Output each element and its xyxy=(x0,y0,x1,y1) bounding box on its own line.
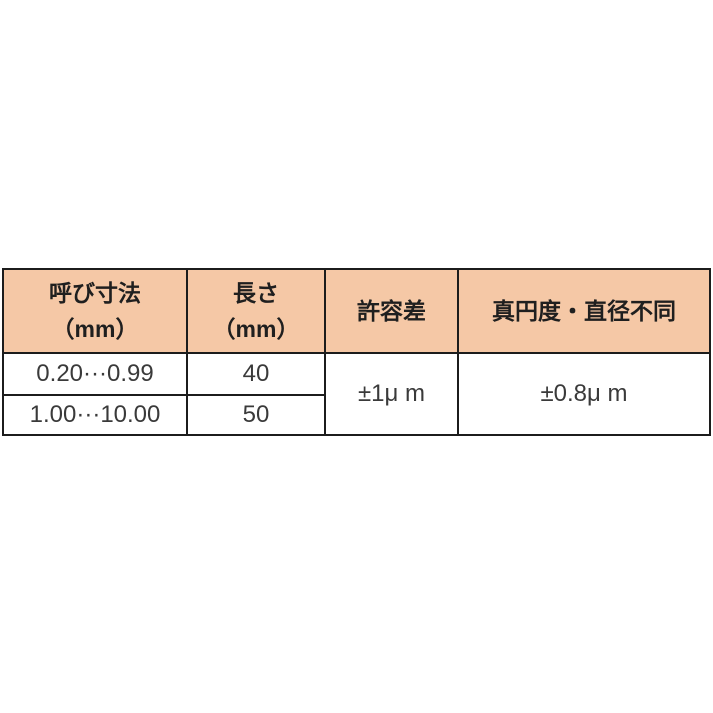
header-nominal-size-unit: （mm） xyxy=(51,316,139,342)
cell-roundness-value: ±0.8μ m xyxy=(457,352,711,436)
cell-length-1: 40 xyxy=(186,352,326,396)
header-nominal-size: 呼び寸法 （mm） xyxy=(2,268,188,354)
header-tolerance-label: 許容差 xyxy=(357,298,426,324)
cell-tolerance-value: ±1μ m xyxy=(324,352,459,436)
table-row: 0.20···0.99 40 ±1μ m ±0.8μ m xyxy=(2,352,711,436)
header-roundness-label: 真円度・直径不同 xyxy=(492,298,676,324)
header-length-unit: （mm） xyxy=(212,316,300,342)
spec-table: 呼び寸法 （mm） 長さ （mm） 許容差 真円度・直径不同 xyxy=(2,268,711,436)
cell-nominal-size-1: 0.20···0.99 xyxy=(2,352,188,396)
header-length: 長さ （mm） xyxy=(186,268,326,354)
header-roundness: 真円度・直径不同 xyxy=(457,268,711,354)
spec-table-header: 呼び寸法 （mm） 長さ （mm） 許容差 真円度・直径不同 xyxy=(2,268,711,354)
header-nominal-size-label: 呼び寸法 xyxy=(49,280,141,306)
header-row: 呼び寸法 （mm） 長さ （mm） 許容差 真円度・直径不同 xyxy=(2,268,711,354)
cell-length-2: 50 xyxy=(186,394,326,436)
spec-table-container: 呼び寸法 （mm） 長さ （mm） 許容差 真円度・直径不同 xyxy=(2,268,711,436)
header-tolerance: 許容差 xyxy=(324,268,459,354)
spec-table-body: 0.20···0.99 40 ±1μ m ±0.8μ m 1.00···10.0… xyxy=(2,352,711,436)
table-row: 1.00···10.00 50 xyxy=(2,394,710,436)
header-length-label: 長さ xyxy=(233,280,279,306)
cell-nominal-size-2: 1.00···10.00 xyxy=(2,394,188,436)
